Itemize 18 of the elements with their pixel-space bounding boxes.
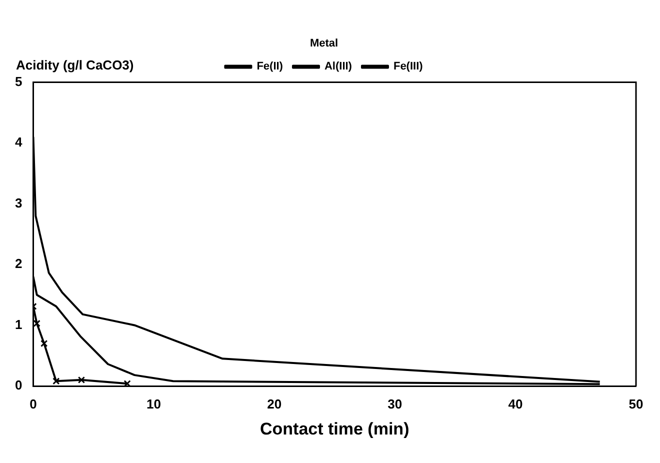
x-tick-label: 40 [508,396,523,412]
y-tick-label: 1 [14,316,22,332]
y-tick-label: 2 [14,256,22,272]
legend-title: Metal [310,38,338,50]
x-tick-label: 30 [388,396,402,412]
y-tick-label: 4 [14,134,23,150]
x-axis-title: Contact time (min) [260,419,410,438]
legend-label: Al(III) [324,60,352,73]
legend-label: Fe(III) [393,60,424,73]
x-tick-label: 0 [30,396,37,412]
y-axis-title: Acidity (g/l CaCO3) [16,57,134,72]
x-tick-label: 50 [628,396,644,412]
x-tick-label: 10 [146,396,162,412]
x-tick-label: 20 [267,396,282,412]
y-tick-label: 3 [14,195,22,210]
y-tick-label: 0 [14,378,22,393]
y-tick-label: 5 [14,74,22,89]
legend-label: Fe(II) [256,60,284,73]
